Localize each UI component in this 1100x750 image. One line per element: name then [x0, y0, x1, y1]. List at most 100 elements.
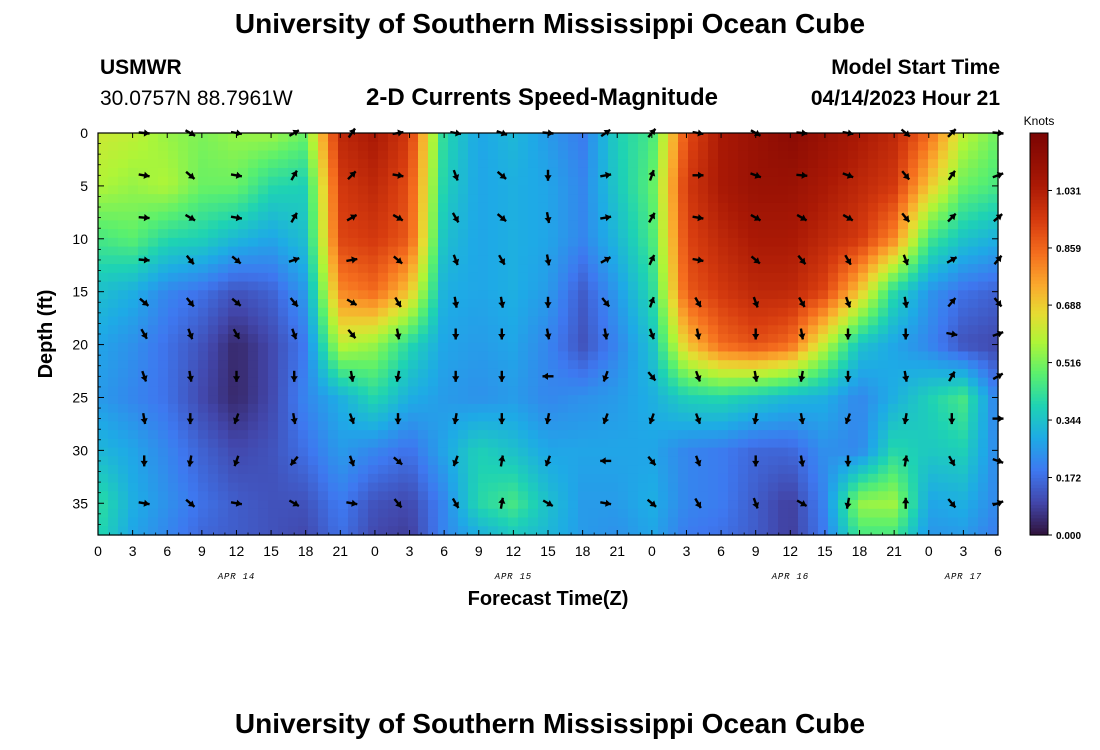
- heatmap-cell: [648, 465, 659, 475]
- heatmap-cell: [988, 176, 999, 187]
- heatmap-cell: [968, 272, 979, 283]
- heatmap-cell: [458, 281, 469, 291]
- heatmap-cell: [978, 377, 989, 388]
- arrow-head: [291, 170, 298, 178]
- heatmap-cell: [688, 412, 699, 422]
- heatmap-cell: [808, 360, 819, 370]
- heatmap-cell: [888, 316, 899, 326]
- heatmap-cell: [388, 133, 399, 143]
- heatmap-cell: [978, 159, 989, 169]
- heatmap-cell: [198, 473, 209, 484]
- heatmap-cell: [918, 316, 929, 326]
- heatmap-cell: [888, 438, 899, 449]
- heatmap-cell: [698, 465, 709, 475]
- heatmap-cell: [358, 342, 369, 353]
- heatmap-cell: [598, 412, 609, 422]
- heatmap-cell: [838, 465, 849, 475]
- heatmap-cell: [638, 421, 649, 431]
- heatmap-cell: [528, 229, 539, 239]
- heatmap-cell: [968, 325, 979, 335]
- heatmap-cell: [258, 272, 269, 283]
- heatmap-cell: [968, 264, 979, 274]
- heatmap-cell: [398, 167, 409, 178]
- heatmap-cell: [478, 307, 489, 318]
- heatmap-cell: [728, 456, 739, 466]
- heatmap-cell: [768, 421, 779, 431]
- heatmap-cell: [478, 325, 489, 335]
- heatmap-cell: [308, 133, 319, 143]
- heatmap-cell: [538, 159, 549, 169]
- heatmap-cell: [178, 403, 189, 414]
- heatmap-cell: [338, 508, 349, 519]
- heatmap-cell: [358, 430, 369, 440]
- heatmap-cell: [798, 220, 809, 230]
- heatmap-cell: [958, 211, 969, 221]
- heatmap-cell: [408, 176, 419, 187]
- heatmap-cell: [398, 159, 409, 169]
- arrow-head: [544, 459, 552, 467]
- heatmap-cell: [448, 508, 459, 519]
- heatmap-cell: [808, 281, 819, 291]
- heatmap-cell: [498, 334, 509, 344]
- heatmap-cell: [868, 316, 879, 326]
- heatmap-cell: [208, 360, 219, 370]
- heatmap-cell: [568, 473, 579, 484]
- heatmap-cell: [728, 517, 739, 527]
- heatmap-cell: [358, 421, 369, 431]
- heatmap-cell: [808, 421, 819, 431]
- heatmap-cell: [858, 526, 869, 536]
- heatmap-cell: [748, 176, 759, 187]
- heatmap-cell: [868, 368, 879, 379]
- heatmap-cell: [508, 290, 519, 300]
- heatmap-cell: [978, 447, 989, 457]
- heatmap-cell: [758, 246, 769, 256]
- heatmap-cell: [188, 412, 199, 422]
- heatmap-cell: [828, 386, 839, 396]
- heatmap-cell: [678, 167, 689, 178]
- colorbar-step: [1030, 313, 1048, 318]
- heatmap-cell: [598, 272, 609, 283]
- current-arrow: [230, 171, 243, 179]
- heatmap-cell: [768, 211, 779, 221]
- heatmap-cell: [298, 334, 309, 344]
- heatmap-cell: [348, 482, 359, 492]
- heatmap-cell: [488, 465, 499, 475]
- arrow-head: [143, 214, 150, 222]
- colorbar-step: [1030, 437, 1048, 442]
- colorbar-step: [1030, 149, 1048, 154]
- heatmap-cell: [158, 447, 169, 457]
- heatmap-cell: [718, 360, 729, 370]
- heatmap-cell: [448, 211, 459, 221]
- heatmap-cell: [688, 377, 699, 388]
- heatmap-cell: [468, 307, 479, 318]
- heatmap-cell: [818, 526, 829, 536]
- heatmap-cell: [388, 194, 399, 204]
- current-arrow: [694, 413, 702, 425]
- heatmap-cell: [98, 386, 109, 396]
- heatmap-cell: [268, 377, 279, 388]
- heatmap-cell: [338, 176, 349, 187]
- heatmap-cell: [148, 159, 159, 169]
- heatmap-cell: [508, 211, 519, 221]
- heatmap-cell: [738, 368, 749, 379]
- heatmap-cell: [788, 325, 799, 335]
- heatmap-cell: [908, 281, 919, 291]
- heatmap-cell: [198, 360, 209, 370]
- heatmap-cell: [988, 412, 999, 422]
- heatmap-cell: [98, 526, 109, 536]
- heatmap-cell: [538, 403, 549, 414]
- heatmap-cell: [368, 220, 379, 230]
- heatmap-cell: [178, 167, 189, 178]
- current-arrow: [498, 413, 506, 425]
- heatmap-cell: [588, 473, 599, 484]
- heatmap-cell: [878, 133, 889, 143]
- heatmap-cell: [988, 482, 999, 492]
- heatmap-cell: [98, 500, 109, 510]
- heatmap-cell: [708, 465, 719, 475]
- heatmap-cell: [958, 351, 969, 361]
- heatmap-cell: [858, 290, 869, 300]
- heatmap-cell: [188, 133, 199, 143]
- heatmap-cell: [518, 150, 529, 160]
- heatmap-cell: [748, 316, 759, 326]
- heatmap-cell: [168, 517, 179, 527]
